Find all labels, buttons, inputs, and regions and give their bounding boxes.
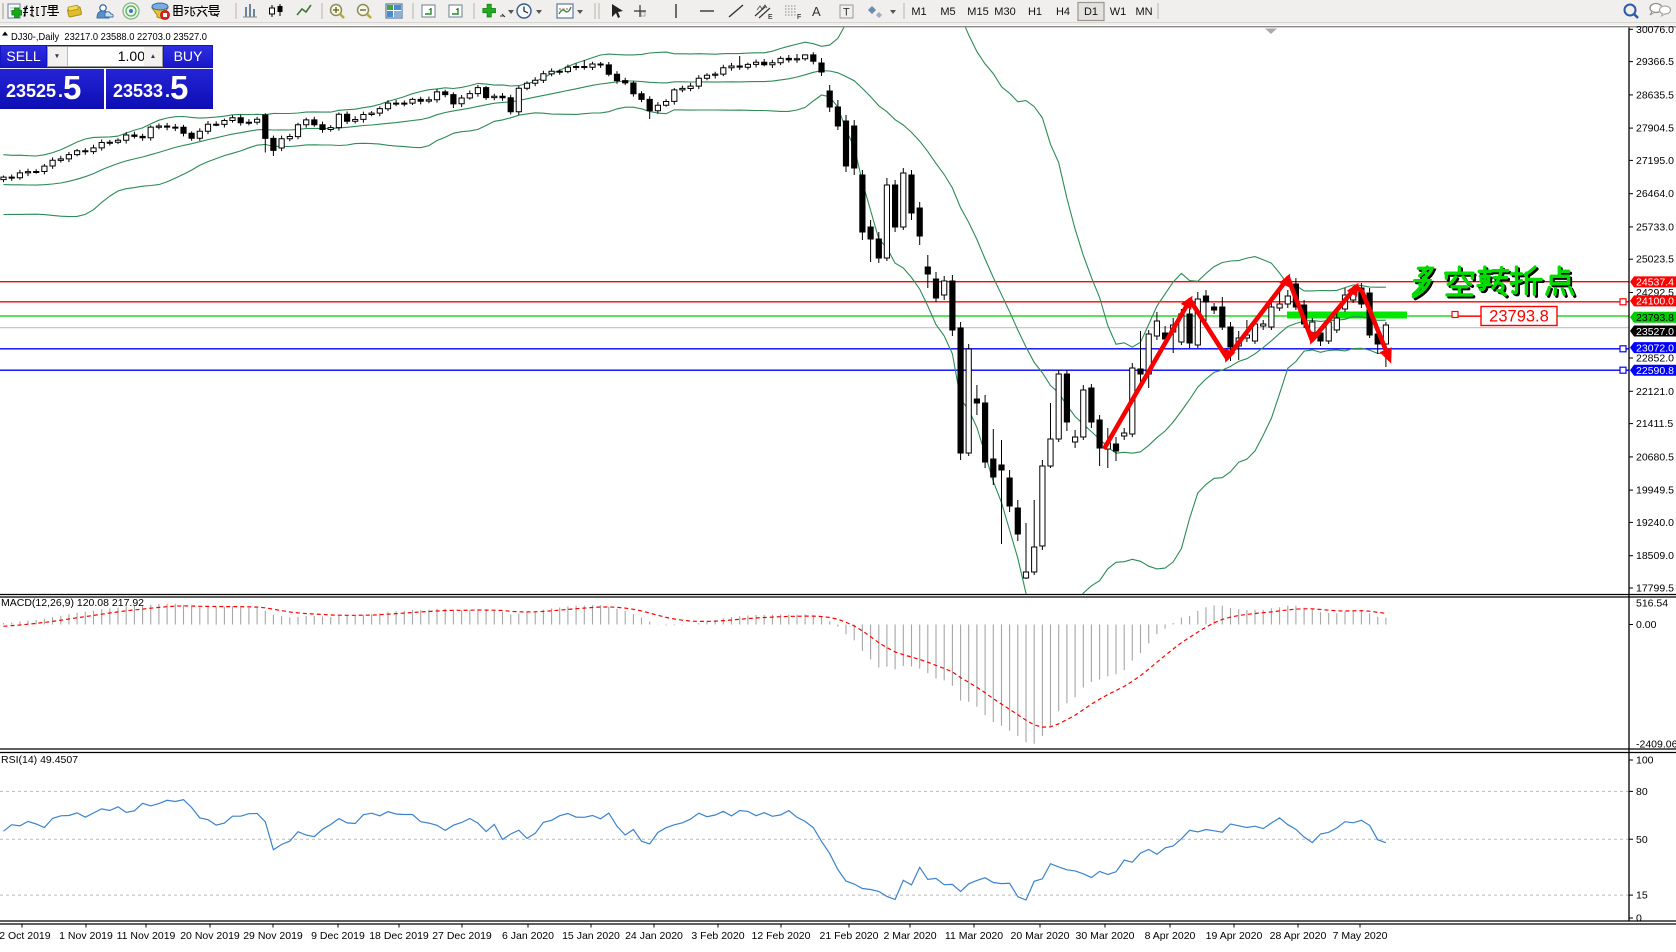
svg-text:22590.8: 22590.8 [1636,365,1674,377]
svg-text:22 Oct 2019: 22 Oct 2019 [0,930,51,942]
svg-text:23793.8: 23793.8 [1636,312,1674,324]
svg-text:11 Mar 2020: 11 Mar 2020 [945,930,1003,942]
svg-text:A: A [812,4,821,19]
svg-text:18509.0: 18509.0 [1636,550,1674,562]
svg-text:23793.8: 23793.8 [1489,308,1549,326]
svg-text:516.54: 516.54 [1636,598,1668,610]
svg-text:18 Dec 2019: 18 Dec 2019 [369,930,429,942]
svg-text:19949.5: 19949.5 [1636,485,1674,497]
svg-text:25023.5: 25023.5 [1636,254,1674,266]
svg-text:30076.0: 30076.0 [1636,26,1674,36]
svg-text:11 Nov 2019: 11 Nov 2019 [117,930,176,942]
svg-text:23072.0: 23072.0 [1636,342,1674,354]
svg-text:9 Dec 2019: 9 Dec 2019 [311,930,365,942]
svg-text:8 Apr 2020: 8 Apr 2020 [1145,930,1196,942]
svg-text:MACD(12,26,9) 120.08 217.92: MACD(12,26,9) 120.08 217.92 [1,597,144,609]
svg-text:50: 50 [1636,834,1648,846]
svg-text:W1: W1 [1110,6,1127,18]
svg-text:7 May 2020: 7 May 2020 [1333,930,1388,942]
svg-text:M5: M5 [940,6,955,18]
svg-text:21411.5: 21411.5 [1636,418,1673,430]
svg-text:28 Apr 2020: 28 Apr 2020 [1270,930,1327,942]
svg-text:22852.0: 22852.0 [1636,353,1674,365]
svg-text:24 Jan 2020: 24 Jan 2020 [625,930,683,942]
svg-text:F: F [797,14,801,21]
svg-text:24537.4: 24537.4 [1636,277,1674,289]
svg-text:12 Feb 2020: 12 Feb 2020 [752,930,811,942]
svg-text:29366.5: 29366.5 [1636,56,1674,68]
svg-text:6 Jan 2020: 6 Jan 2020 [502,930,554,942]
svg-text:27904.5: 27904.5 [1636,123,1674,135]
svg-text:H1: H1 [1028,6,1042,18]
svg-text:20680.5: 20680.5 [1636,451,1674,463]
svg-text:M1: M1 [911,6,926,18]
svg-text:27 Dec 2019: 27 Dec 2019 [432,930,492,942]
svg-text:MN: MN [1135,6,1152,18]
svg-text:28635.5: 28635.5 [1636,89,1674,101]
svg-text:T: T [843,7,850,19]
svg-text:19240.0: 19240.0 [1636,517,1674,529]
svg-text:M30: M30 [994,6,1015,18]
svg-text:22121.0: 22121.0 [1636,386,1674,398]
svg-text:20 Nov 2019: 20 Nov 2019 [180,930,240,942]
svg-text:80: 80 [1636,786,1648,798]
svg-text:-2409.06: -2409.06 [1636,739,1676,751]
svg-text:30 Mar 2020: 30 Mar 2020 [1076,930,1135,942]
svg-text:23527.0: 23527.0 [1636,326,1674,338]
svg-text:0.00: 0.00 [1636,619,1657,631]
svg-text:17799.5: 17799.5 [1636,583,1674,595]
svg-text:H4: H4 [1056,6,1070,18]
svg-text:20 Mar 2020: 20 Mar 2020 [1011,930,1070,942]
svg-text:M15: M15 [967,6,988,18]
svg-text:19 Apr 2020: 19 Apr 2020 [1206,930,1263,942]
svg-text:25733.0: 25733.0 [1636,221,1674,233]
svg-text:26464.0: 26464.0 [1636,188,1674,200]
svg-text:0: 0 [1636,913,1642,925]
svg-text:27195.0: 27195.0 [1636,155,1674,167]
svg-text:1 Nov 2019: 1 Nov 2019 [59,930,113,942]
svg-text:100: 100 [1636,755,1654,767]
svg-text:15: 15 [1636,890,1648,902]
svg-text:24100.0: 24100.0 [1636,296,1674,308]
svg-text:2 Mar 2020: 2 Mar 2020 [883,930,936,942]
svg-text:15 Jan 2020: 15 Jan 2020 [562,930,620,942]
svg-text:29 Nov 2019: 29 Nov 2019 [243,930,303,942]
svg-text:DJ30-,Daily 23217.0 23588.0 2: DJ30-,Daily 23217.0 23588.0 22703.0 2352… [11,31,207,43]
svg-text:E: E [768,14,773,21]
svg-text:D1: D1 [1084,6,1098,18]
svg-text:3 Feb 2020: 3 Feb 2020 [691,930,744,942]
svg-text:21 Feb 2020: 21 Feb 2020 [820,930,879,942]
svg-text:RSI(14) 49.4507: RSI(14) 49.4507 [1,754,78,766]
